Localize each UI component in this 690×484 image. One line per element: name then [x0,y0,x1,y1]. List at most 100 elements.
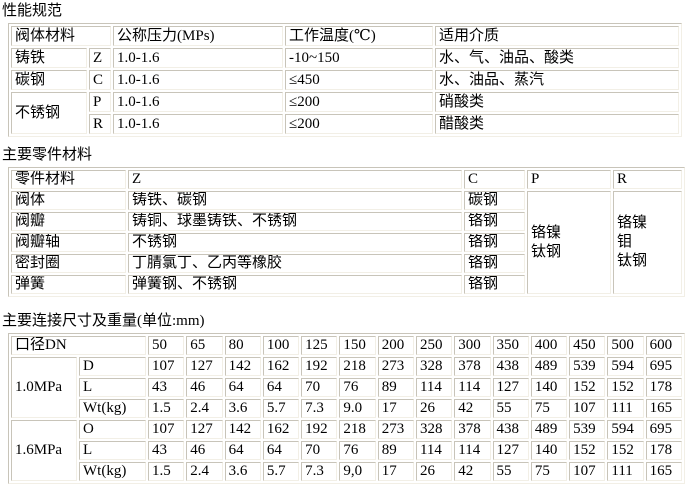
value-cell: 3.6 [224,399,261,418]
value-cell: 695 [645,357,682,376]
cell-c-material: 铬钢 [464,254,525,273]
cell-pressure: 1.0-1.6 [113,92,284,112]
value-cell: 114 [454,441,491,460]
value-cell: 76 [339,378,376,397]
value-cell: 378 [454,357,491,376]
cell-c-material: 碳钢 [464,191,525,210]
value-cell: 7.3 [301,399,338,418]
value-cell: 192 [301,357,338,376]
cell-pressure: 1.0-1.6 [113,114,284,134]
dimensions-weight-table: 口径DN 50 65 80 100 125 150 200 250 300 35… [8,333,685,484]
value-cell: 140 [530,378,568,397]
dn-size-cell: 125 [301,336,338,355]
table-row: 阀瓣 铸铜、球墨铸铁、不锈钢 铬钢 [11,212,682,231]
value-cell: 152 [607,441,644,460]
value-cell: 2.4 [186,462,223,481]
value-cell: 64 [262,378,300,397]
value-cell: 594 [607,420,644,439]
value-cell: 111 [607,399,644,418]
header-cell-part-material: 零件材料 [11,170,126,189]
header-cell-applicable-media: 适用介质 [435,26,679,46]
cell-p-material-merged: 铬镍 钛钢 [527,191,611,294]
value-cell: 127 [186,357,223,376]
performance-spec-table: 阀体材料 公称压力(MPs) 工作温度(℃) 适用介质 铸铁 Z 1.0-1.6… [8,23,682,137]
dn-size-cell: 300 [454,336,491,355]
table-row: Wt(kg) 1.5 2.4 3.6 5.7 7.3 9.0 17 26 42 … [11,399,682,418]
param-cell: Wt(kg) [79,399,147,418]
value-cell: 192 [301,420,338,439]
value-cell: 107 [148,420,185,439]
dn-size-cell: 600 [645,336,682,355]
cell-part: 阀瓣 [11,212,126,231]
pressure-group-label: 1.6MPa [11,420,77,481]
value-cell: 273 [377,420,414,439]
table-row: 阀体 铸铁、碳钢 碳钢 铬镍 钛钢 铬镍 钼 钛钢 [11,191,682,294]
cell-c-material: 铬钢 [464,212,525,231]
cell-part: 阀体 [11,191,126,210]
value-cell: 378 [454,420,491,439]
cell-code: R [89,114,112,134]
dn-size-cell: 150 [339,336,376,355]
cell-code: Z [89,48,112,68]
value-cell: 42 [454,399,491,418]
value-cell: 127 [492,441,529,460]
value-cell: 43 [148,378,185,397]
value-cell: 328 [415,357,453,376]
value-cell: 114 [454,378,491,397]
value-cell: 76 [339,441,376,460]
cell-media: 水、气、油品、酸类 [435,48,679,68]
dn-size-cell: 400 [530,336,568,355]
value-cell: 162 [262,420,300,439]
value-cell: 111 [607,462,644,481]
value-cell: 142 [224,357,261,376]
value-cell: 70 [301,441,338,460]
value-cell: 162 [262,357,300,376]
value-cell: 107 [148,357,185,376]
cell-z-material: 铸铁、碳钢 [128,191,462,210]
cell-code: P [89,92,112,112]
cell-part: 弹簧 [11,275,126,294]
value-cell: 114 [415,378,453,397]
cell-temperature: ≤200 [285,114,434,134]
parts-material-title: 主要零件材料 [2,147,93,163]
value-cell: 17 [377,462,414,481]
value-cell: 695 [645,420,682,439]
dn-size-cell: 65 [186,336,223,355]
value-cell: 218 [339,357,376,376]
value-cell: 43 [148,441,185,460]
value-cell: 114 [415,441,453,460]
table-row: 铸铁 Z 1.0-1.6 -10~150 水、气、油品、酸类 [11,48,679,68]
value-cell: 489 [530,420,568,439]
value-cell: 489 [530,357,568,376]
value-cell: 165 [645,462,682,481]
param-cell: L [79,378,147,397]
value-cell: 218 [339,420,376,439]
table-header-row: 阀体材料 公称压力(MPs) 工作温度(℃) 适用介质 [11,26,679,46]
cell-media: 水、油品、蒸汽 [435,70,679,90]
dn-size-cell: 200 [377,336,414,355]
cell-r-material-merged: 铬镍 钼 钛钢 [613,191,682,294]
value-cell: 107 [569,399,606,418]
performance-spec-title: 性能规范 [2,3,63,19]
value-cell: 178 [645,441,682,460]
table-row: Wt(kg) 1.5 2.4 3.6 5.7 7.3 9,0 17 26 42 … [11,462,682,481]
value-cell: 140 [530,441,568,460]
cell-part: 阀瓣轴 [11,233,126,252]
value-cell: 46 [186,378,223,397]
dn-size-cell: 80 [224,336,261,355]
table-row: L 43 46 64 64 70 76 89 114 114 127 140 1… [11,441,682,460]
header-cell-r: R [613,170,682,189]
param-cell: Wt(kg) [79,462,147,481]
dn-size-cell: 250 [415,336,453,355]
value-cell: 142 [224,420,261,439]
value-cell: 55 [492,399,529,418]
cell-material: 不锈钢 [11,92,87,134]
dimensions-weight-title: 主要连接尺寸及重量(单位:mm) [2,313,205,329]
value-cell: 2.4 [186,399,223,418]
cell-c-material: 铬钢 [464,275,525,294]
cell-z-material: 不锈钢 [128,233,462,252]
dn-size-cell: 450 [569,336,606,355]
cell-c-material: 铬钢 [464,233,525,252]
dn-size-cell: 500 [607,336,644,355]
dn-size-cell: 350 [492,336,529,355]
